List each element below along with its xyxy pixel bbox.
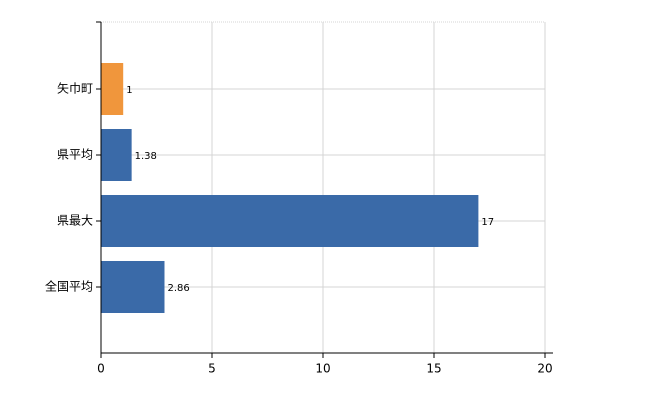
x-tick-label: 5 — [208, 362, 216, 376]
data-label: 2.86 — [167, 283, 189, 294]
y-tick-label: 全国平均 — [45, 279, 93, 294]
x-tick-label: 20 — [537, 362, 552, 376]
x-tick-label: 15 — [426, 362, 441, 376]
bar — [101, 195, 479, 247]
data-label: 1.38 — [135, 151, 157, 162]
data-label: 1 — [126, 85, 132, 96]
bar — [101, 63, 124, 115]
y-tick-label: 矢巾町 — [57, 82, 93, 96]
bar — [101, 261, 165, 313]
y-tick-label: 県最大 — [57, 214, 93, 228]
y-tick-label: 県平均 — [57, 148, 93, 162]
data-label: 17 — [481, 217, 494, 228]
bar — [101, 129, 132, 181]
x-tick-label: 10 — [315, 362, 330, 376]
x-tick-label: 0 — [97, 362, 105, 376]
